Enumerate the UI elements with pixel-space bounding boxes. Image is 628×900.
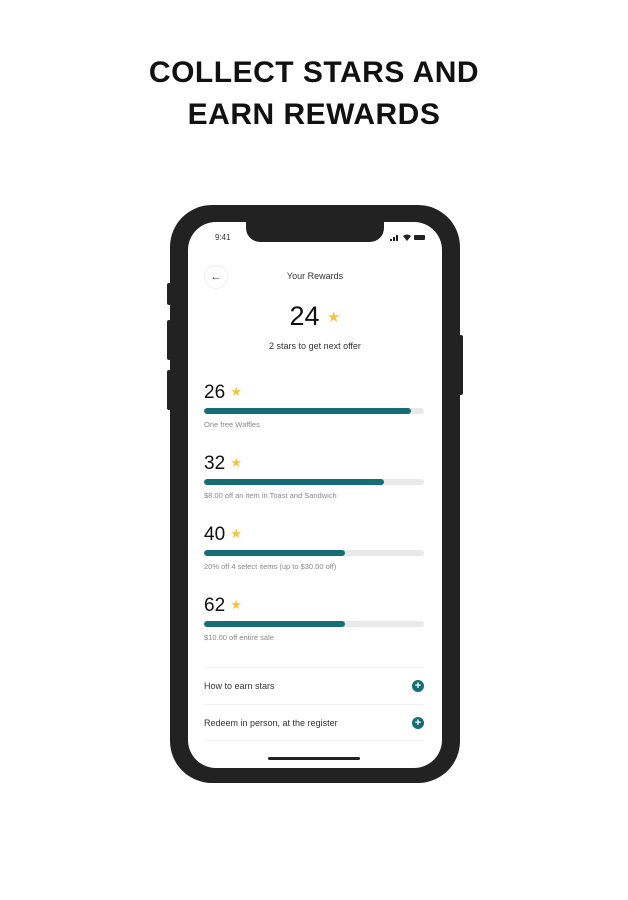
- reward-tier: 40 ★ 20% off 4 select items (up to $30.0…: [204, 524, 424, 571]
- plus-circle-icon[interactable]: +: [412, 716, 424, 729]
- next-offer-text: 2 stars to get next offer: [269, 341, 361, 351]
- home-indicator: [268, 757, 360, 760]
- tier-star-count: 62: [204, 595, 226, 616]
- back-button[interactable]: ←: [204, 265, 228, 289]
- star-count: 24: [289, 301, 320, 331]
- status-icons: [390, 234, 426, 241]
- reward-tier: 26 ★ One free Waffles: [204, 382, 424, 429]
- star-icon: ★: [230, 455, 243, 470]
- tier-star-count: 40: [204, 524, 226, 545]
- progress-bar: [204, 479, 424, 485]
- tier-description: 20% off 4 select items (up to $30.00 off…: [204, 562, 337, 571]
- progress-fill: [204, 479, 385, 485]
- headline: COLLECT STARS AND EARN REWARDS: [0, 52, 628, 136]
- link-how-to-earn[interactable]: How to earn stars +: [204, 667, 424, 704]
- link-label: Redeem in person, at the register: [204, 717, 338, 728]
- progress-fill: [204, 621, 345, 627]
- tier-stars: 40 ★: [204, 524, 424, 546]
- wifi-icon: [403, 234, 411, 241]
- tier-stars: 32 ★: [204, 453, 424, 475]
- tier-stars: 26 ★: [204, 382, 424, 404]
- reward-tier: 62 ★ $10.00 off entire sale: [204, 595, 424, 642]
- link-redeem-in-person[interactable]: Redeem in person, at the register +: [204, 704, 424, 741]
- progress-bar: [204, 621, 424, 627]
- notch: [246, 222, 384, 242]
- tier-description: $10.00 off entire sale: [204, 633, 274, 642]
- arrow-left-icon: ←: [210, 271, 222, 283]
- tier-star-count: 32: [204, 453, 226, 474]
- progress-bar: [204, 550, 424, 556]
- star-icon: ★: [230, 526, 243, 541]
- tier-star-count: 26: [204, 382, 226, 403]
- progress-bar: [204, 408, 424, 414]
- phone-screen: 9:41 ← Your Rewards 24 ★ 2 stars to get …: [188, 222, 442, 768]
- link-label: How to earn stars: [204, 681, 275, 691]
- signal-icon: [390, 235, 398, 241]
- tier-description: $8.00 off an item in Toast and Sandwich: [204, 491, 337, 500]
- tier-description: One free Waffles: [204, 420, 260, 429]
- progress-fill: [204, 408, 411, 414]
- reward-tier: 32 ★ $8.00 off an item in Toast and Sand…: [204, 453, 424, 500]
- headline-line-2: EARN REWARDS: [187, 98, 441, 131]
- star-icon: ★: [230, 384, 243, 399]
- battery-icon: [414, 235, 425, 240]
- star-icon: ★: [230, 597, 243, 612]
- plus-circle-icon[interactable]: +: [412, 680, 424, 692]
- star-icon: ★: [327, 309, 341, 326]
- status-time: 9:41: [215, 233, 231, 242]
- tier-stars: 62 ★: [204, 595, 424, 617]
- headline-line-1: COLLECT STARS AND: [148, 56, 480, 89]
- progress-fill: [204, 550, 345, 556]
- star-balance: 24 ★: [188, 301, 442, 332]
- page-title: Your Rewards: [286, 271, 344, 281]
- phone-frame: 9:41 ← Your Rewards 24 ★ 2 stars to get …: [167, 205, 463, 783]
